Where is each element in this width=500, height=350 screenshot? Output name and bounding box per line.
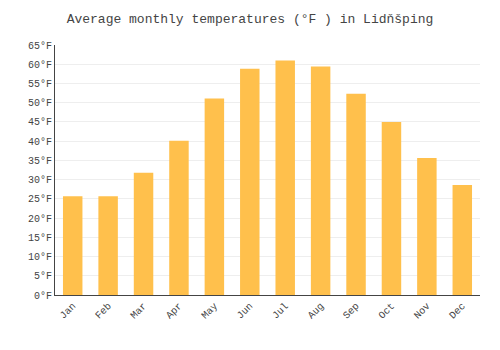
svg-text:5°F: 5°F — [34, 271, 52, 282]
svg-text:Aug: Aug — [306, 301, 327, 322]
svg-text:10°F: 10°F — [28, 252, 52, 263]
svg-text:Nov: Nov — [412, 301, 433, 322]
svg-text:Jun: Jun — [235, 301, 256, 322]
svg-text:Oct: Oct — [377, 301, 398, 322]
svg-text:Mar: Mar — [129, 301, 150, 322]
svg-text:30°F: 30°F — [28, 175, 52, 186]
svg-text:15°F: 15°F — [28, 233, 52, 244]
svg-text:Feb: Feb — [93, 301, 114, 322]
svg-text:Jan: Jan — [58, 301, 79, 322]
svg-text:Dec: Dec — [447, 301, 468, 322]
svg-text:50°F: 50°F — [28, 98, 52, 109]
svg-text:55°F: 55°F — [28, 79, 52, 90]
svg-text:25°F: 25°F — [28, 194, 52, 205]
svg-text:Average monthly temperatures (: Average monthly temperatures (°F ) in Li… — [67, 12, 434, 27]
svg-text:60°F: 60°F — [28, 60, 52, 71]
svg-text:May: May — [200, 301, 221, 322]
svg-text:35°F: 35°F — [28, 156, 52, 167]
svg-text:45°F: 45°F — [28, 117, 52, 128]
svg-text:40°F: 40°F — [28, 137, 52, 148]
svg-text:Jul: Jul — [270, 301, 291, 322]
svg-text:20°F: 20°F — [28, 214, 52, 225]
svg-text:Sep: Sep — [341, 301, 362, 322]
svg-text:0°F: 0°F — [34, 291, 52, 302]
svg-text:Apr: Apr — [164, 301, 185, 322]
svg-text:65°F: 65°F — [28, 41, 52, 52]
